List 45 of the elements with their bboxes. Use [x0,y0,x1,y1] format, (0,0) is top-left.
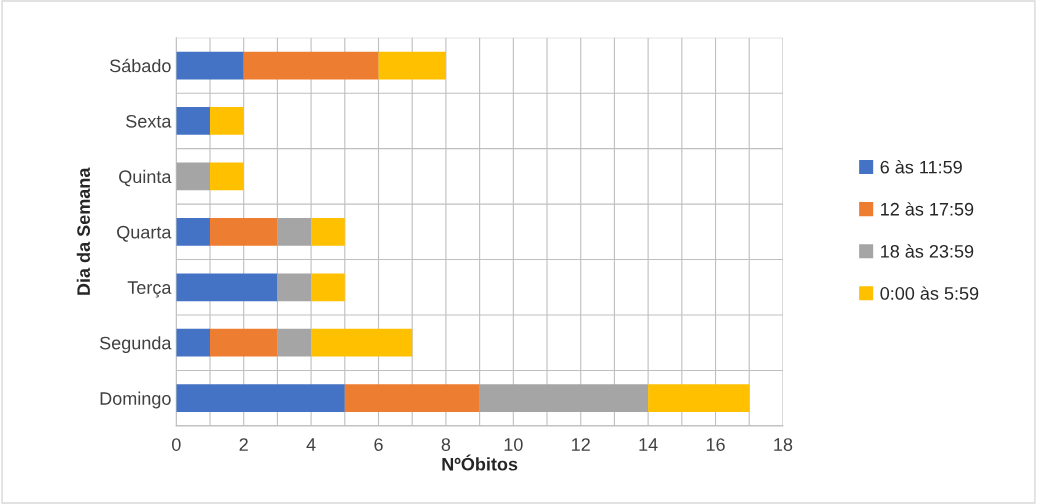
legend-label: 6 às 11:59 [880,160,962,174]
y-tick-label: Quinta [119,169,172,187]
x-tick-label: 14 [639,438,658,451]
bar [344,384,480,413]
x-tick-label: 6 [374,438,383,451]
bar [277,273,312,302]
bar [176,384,345,413]
bar [311,217,345,246]
legend-label: 18 às 23:59 [881,244,974,258]
bar [209,162,244,191]
y-tick-label: Sexta [126,114,172,128]
x-tick-label: 18 [774,438,793,451]
bar [209,328,278,357]
y-tick-label: Quarta [117,225,172,242]
bar [176,273,278,302]
bar [311,328,413,357]
bar [277,328,312,357]
x-axis-title: NºÓbitos [442,454,518,471]
y-tick-label: Segunda [99,336,172,354]
y-axis-title: Dia da Semana [76,167,91,295]
bar [176,107,210,135]
x-tick-label: 0 [171,438,181,451]
bar [209,217,278,246]
legend-label: 12 às 17:59 [881,202,974,216]
bar [479,384,649,413]
y-tick-label: Terça [127,281,172,298]
bar [176,328,210,357]
x-tick-label: 12 [572,438,590,451]
bar [209,107,244,135]
bar [378,51,446,80]
bar [648,384,750,413]
x-tick-label: 4 [306,438,316,451]
bar [277,217,312,246]
bar [311,273,345,302]
x-tick-label: 10 [504,438,523,451]
legend-label: 0:00 às 5:59 [880,286,979,300]
y-tick-label: Sábado [110,58,171,73]
bar [176,162,210,191]
bar [176,217,210,246]
bar [243,51,379,80]
x-tick-label: 2 [239,438,248,451]
x-tick-label: 16 [706,438,725,451]
x-tick-label: 8 [441,438,451,451]
bar [176,51,244,80]
y-tick-label: Domingo [100,391,171,409]
